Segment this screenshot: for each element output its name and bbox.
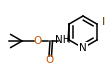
Text: I: I	[101, 17, 104, 27]
Text: O: O	[34, 36, 42, 46]
Text: N: N	[78, 43, 86, 53]
Text: O: O	[45, 55, 54, 65]
Text: NH: NH	[55, 35, 70, 45]
